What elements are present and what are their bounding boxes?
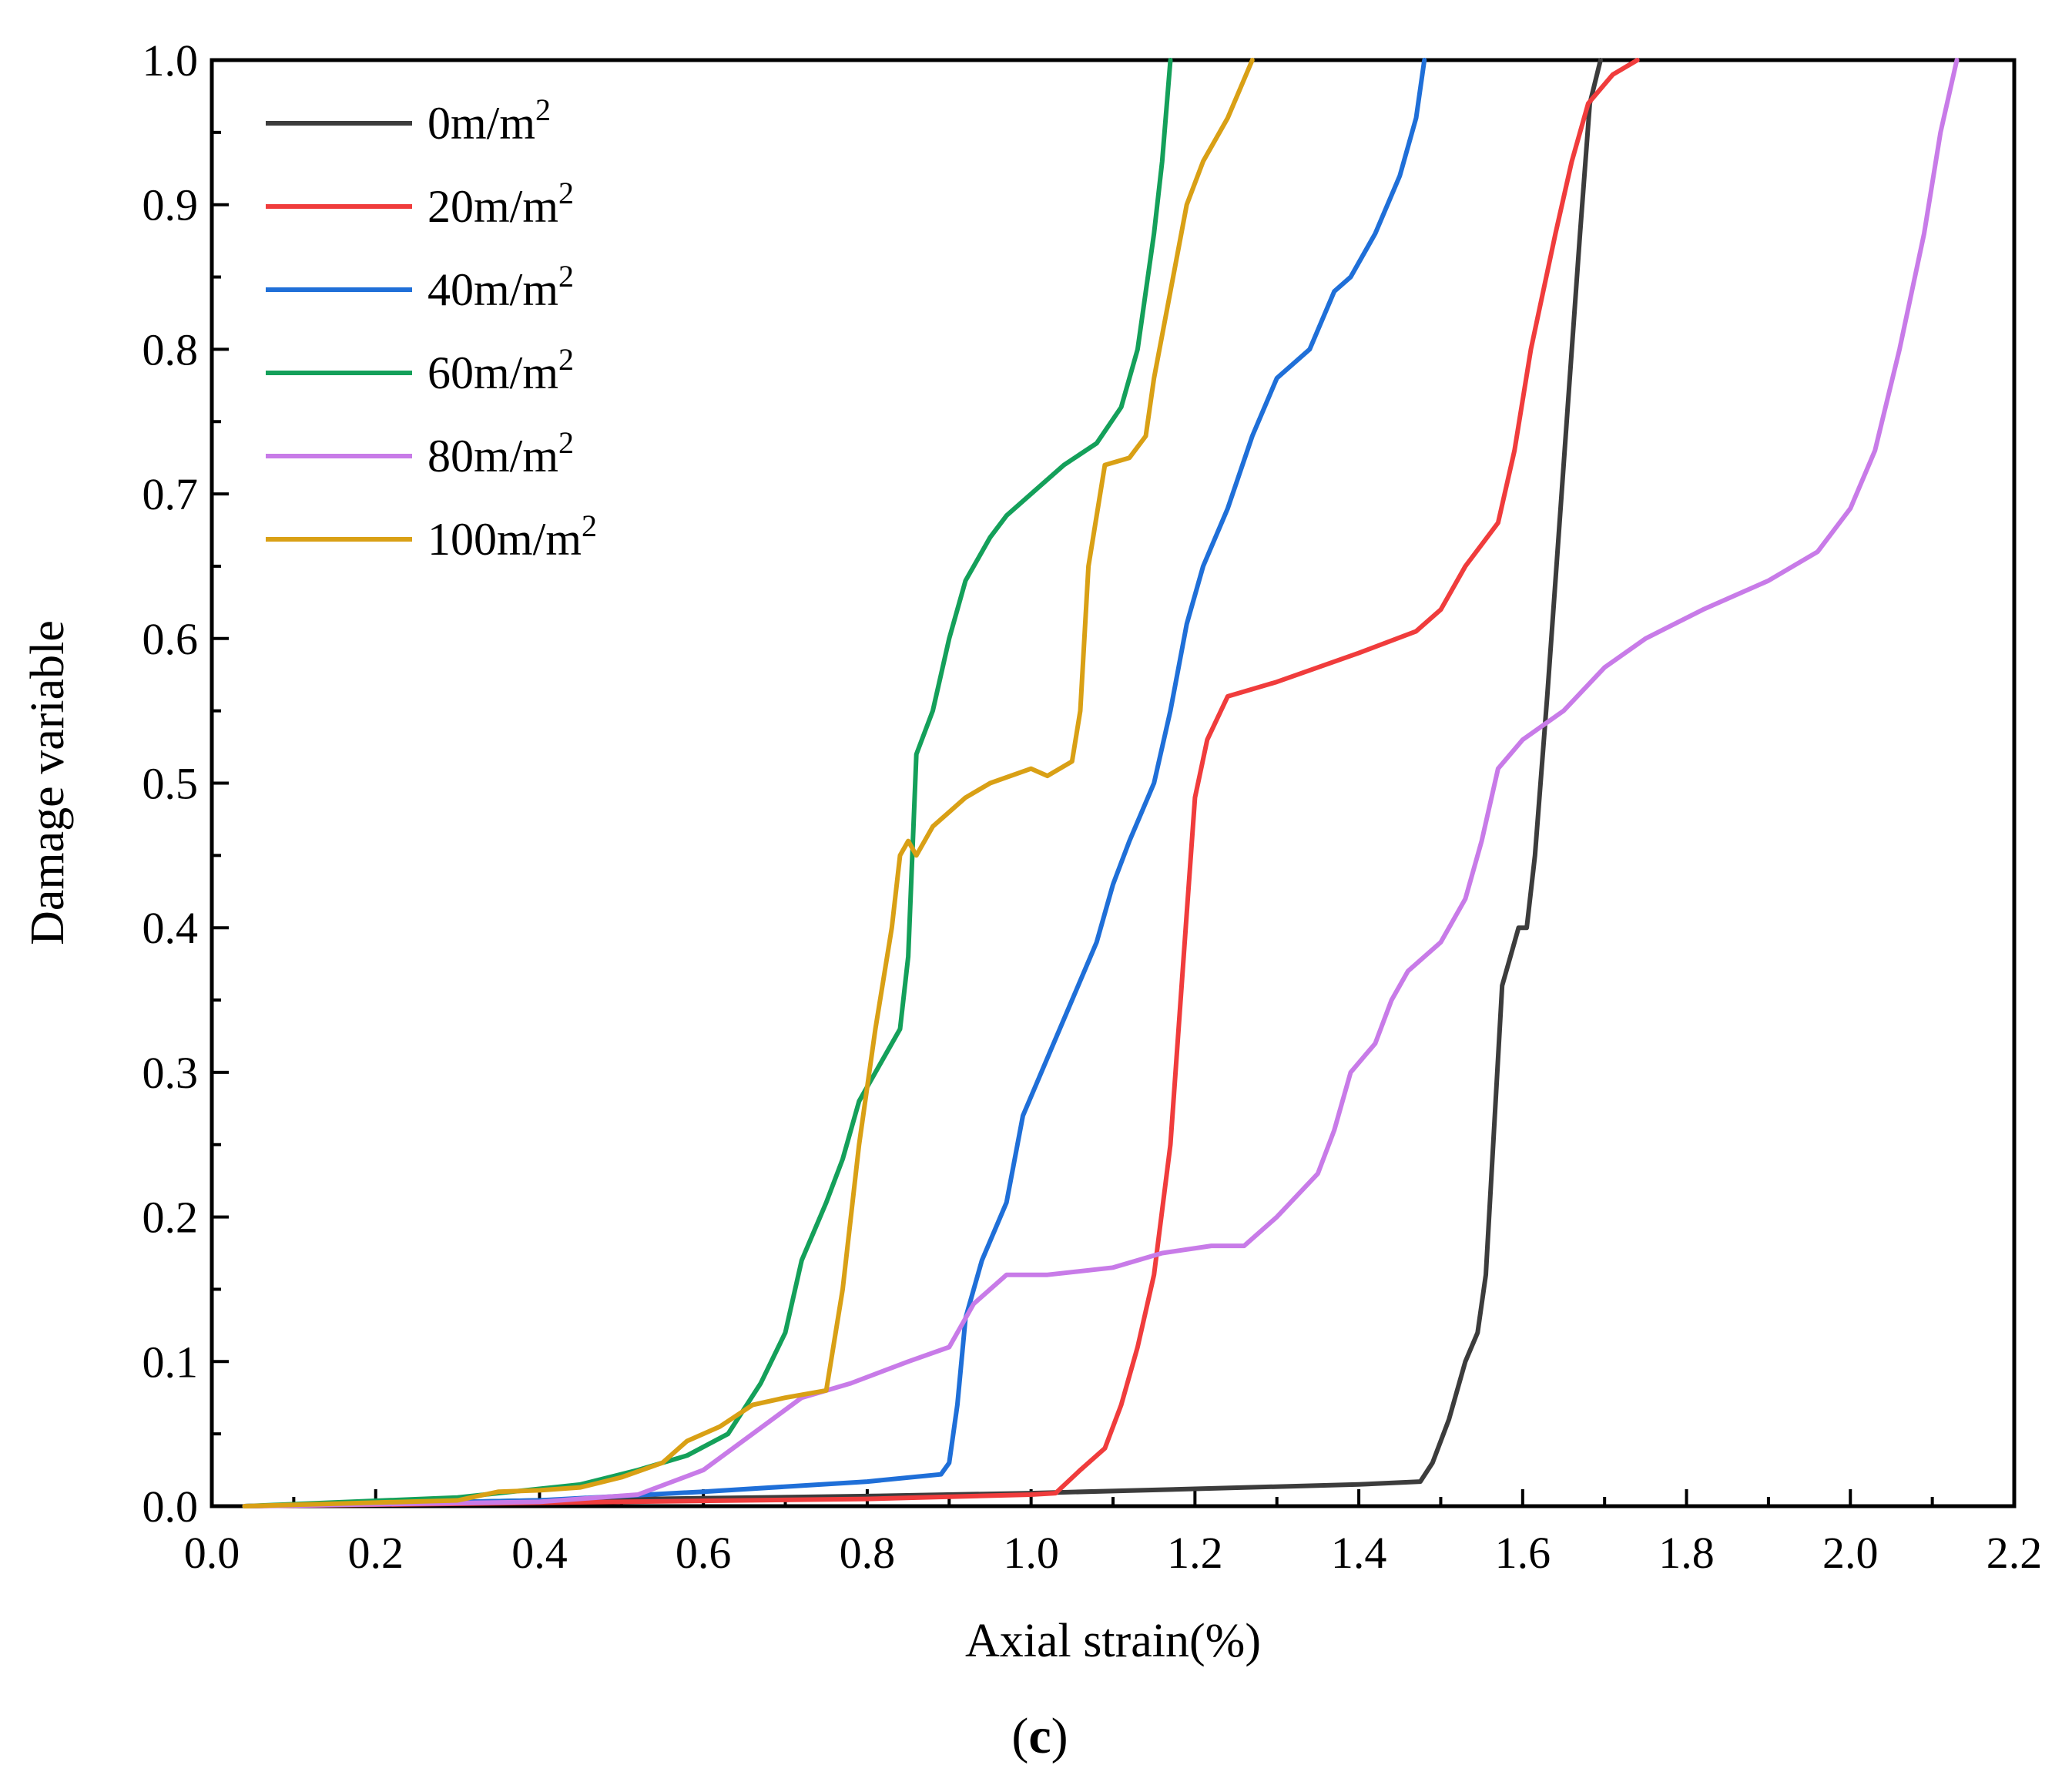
caption-open-paren: ( [1011, 1708, 1028, 1764]
series-layer [242, 58, 1960, 1508]
figure-caption: (c) [1011, 1708, 1068, 1764]
x-tick-label: 1.6 [1495, 1528, 1551, 1578]
x-axis-ticks: 0.0 0.2 0.4 0.6 0.8 1.0 1.2 1.4 1.6 1.8 2.0 2.2 [184, 1489, 2043, 1578]
y-tick-label: 0.9 [142, 180, 199, 230]
series-line-1 [242, 58, 1640, 1508]
legend-label-base: 20m/m [427, 181, 558, 232]
series-line-0 [242, 58, 1603, 1508]
y-tick-label: 0.8 [142, 324, 199, 374]
y-axis-ticks: 0.0 0.1 0.2 0.3 0.4 0.5 0.6 0.7 0.8 0.9 1.0 [142, 35, 229, 1532]
legend-label: 60m/m2 [427, 342, 574, 398]
x-tick-label: 1.8 [1658, 1528, 1715, 1578]
legend-label-superscript: 2 [558, 425, 574, 460]
series-line-5 [242, 58, 1255, 1508]
x-tick-label: 0.4 [511, 1528, 568, 1578]
series-line-4 [242, 58, 1960, 1508]
y-tick-label: 0.6 [142, 614, 199, 664]
legend-label-base: 40m/m [427, 264, 558, 315]
x-tick-label: 0.2 [347, 1528, 404, 1578]
y-tick-label: 0.3 [142, 1048, 199, 1098]
x-axis-title: Axial strain(%) [965, 1615, 1261, 1667]
legend-label-base: 100m/m [427, 514, 582, 565]
x-tick-label: 1.4 [1331, 1528, 1387, 1578]
y-axis-title: Damage variable [22, 620, 74, 945]
legend-label-superscript: 2 [535, 92, 551, 127]
legend-label-superscript: 2 [558, 176, 574, 210]
caption-letter: c [1028, 1708, 1051, 1764]
legend-label-base: 0m/m [427, 98, 535, 149]
y-tick-label: 0.0 [142, 1482, 199, 1532]
legend-label-superscript: 2 [558, 259, 574, 294]
legend-label-base: 60m/m [427, 347, 558, 398]
y-tick-label: 0.5 [142, 759, 199, 809]
series-line-2 [242, 58, 1427, 1508]
series-line-3 [242, 58, 1173, 1508]
x-tick-label: 0.8 [840, 1528, 896, 1578]
x-tick-label: 1.0 [1003, 1528, 1059, 1578]
y-tick-label: 0.4 [142, 903, 199, 953]
y-tick-label: 1.0 [142, 35, 199, 86]
x-tick-label: 1.2 [1167, 1528, 1223, 1578]
legend-label: 100m/m2 [427, 508, 597, 565]
x-tick-label: 2.2 [1987, 1528, 2043, 1578]
y-tick-label: 0.2 [142, 1193, 199, 1243]
x-tick-label: 0.6 [676, 1528, 732, 1578]
legend-label: 20m/m2 [427, 176, 574, 232]
legend-label-superscript: 2 [558, 342, 574, 377]
legend-label: 80m/m2 [427, 425, 574, 482]
caption-close-paren: ) [1051, 1708, 1068, 1764]
legend-label: 40m/m2 [427, 259, 574, 315]
x-tick-label: 2.0 [1822, 1528, 1879, 1578]
y-tick-label: 0.7 [142, 469, 199, 519]
x-tick-label: 0.0 [184, 1528, 240, 1578]
legend-label-base: 80m/m [427, 431, 558, 482]
y-tick-label: 0.1 [142, 1337, 199, 1387]
legend-label: 0m/m2 [427, 92, 551, 149]
legend-label-superscript: 2 [582, 508, 597, 543]
